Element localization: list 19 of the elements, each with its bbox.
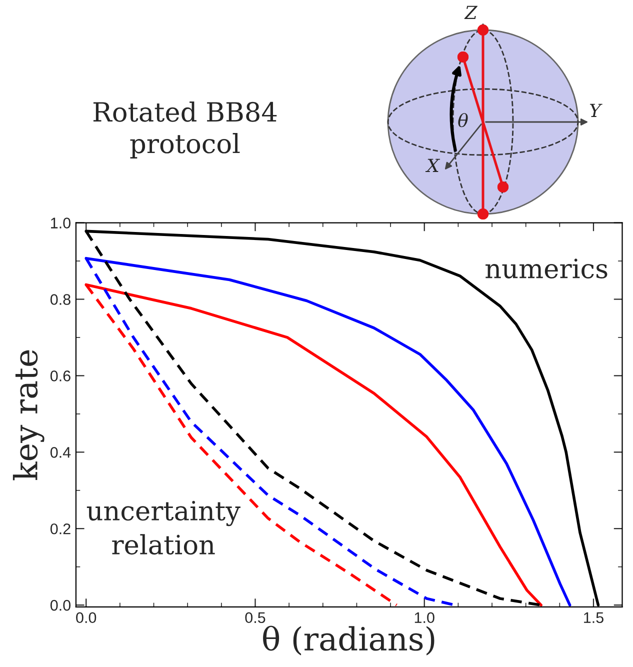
y-tick-label: 0.8 [50,294,70,305]
y-tick-label: 1.0 [51,218,71,228]
annotation: numerics [486,258,608,278]
y-tick-label: 0.4 [50,447,71,458]
x-tick-label: 0.0 [76,612,96,624]
text: X [425,158,440,172]
y-axis-title: key rate [12,350,44,480]
x-axis-title: θ (radians) [263,626,434,656]
x-tick-label: 1.0 [414,612,434,624]
y-tick-label: 0.6 [50,370,70,382]
y-tick-label: 0.0 [50,600,71,611]
text: Z [464,6,478,19]
x-tick-label: 1.5 [584,612,604,624]
x-tick-label: 0.5 [245,612,266,624]
chart-title: Rotated BB84 protocol [93,101,277,159]
text: Y [590,104,602,117]
y-tick-label: 0.2 [50,523,70,534]
annotation: uncertainty relation [86,500,240,555]
text: θ [458,113,468,128]
